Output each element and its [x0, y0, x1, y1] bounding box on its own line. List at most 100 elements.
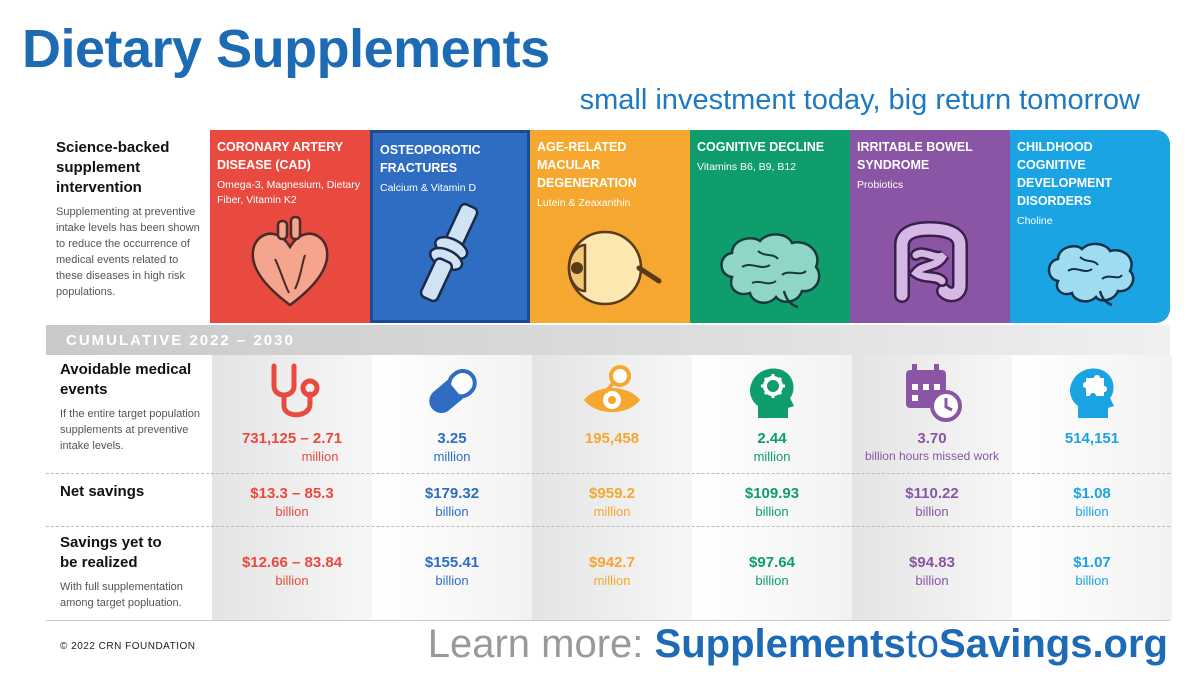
yet-savings-child: $1.07 billion — [1012, 554, 1172, 589]
disease-name: CORONARY ARTERY DISEASE (CAD) — [217, 140, 343, 172]
value: $1.08 — [1073, 485, 1111, 502]
cumulative-band: CUMULATIVE 2022 – 2030 — [46, 325, 1170, 355]
avoidable-value-cad: 731,125 – 2.71 million — [212, 430, 372, 465]
disease-tile-child: CHILDHOOD COGNITIVE DEVELOPMENT DISORDER… — [1010, 130, 1170, 323]
disease-name: COGNITIVE DECLINE — [697, 140, 825, 154]
learn-more-link[interactable]: Learn more: SupplementstoSavings.org — [428, 620, 1168, 668]
page-title: Dietary Supplements — [22, 19, 550, 79]
value: $179.32 — [424, 485, 480, 502]
head-gear-icon — [692, 360, 852, 424]
unit: billion — [755, 504, 789, 519]
net-savings-osteo: $179.32 billion — [372, 485, 532, 520]
metric-yet-label: Savings yet to be realized With full sup… — [46, 533, 212, 611]
unit: million — [593, 573, 631, 588]
disease-name: AGE-RELATED MACULAR DEGENERATION — [537, 140, 637, 190]
value: $94.83 — [909, 554, 955, 571]
value: 195,458 — [584, 430, 640, 447]
disease-name: OSTEOPOROTIC FRACTURES — [380, 143, 481, 175]
disease-tile-osteo: OSTEOPOROTIC FRACTURES Calcium & Vitamin… — [370, 130, 530, 323]
value: $155.41 — [424, 554, 480, 571]
disease-supplements: Probiotics — [857, 179, 904, 191]
copyright: © 2022 CRN FOUNDATION — [60, 641, 196, 652]
value: $97.64 — [749, 554, 795, 571]
metric-heading: Avoidable medical events — [60, 361, 192, 398]
disease-tile-cognitive: COGNITIVE DECLINE Vitamins B6, B9, B12 — [690, 130, 850, 323]
yet-savings-cad: $12.66 – 83.84 billion — [212, 554, 372, 589]
net-savings-macular: $959.2 million — [532, 485, 692, 520]
avoidable-value-ibs: 3.70 billion hours missed work — [852, 430, 1012, 465]
unit: billion — [435, 504, 469, 519]
value: 3.25 — [437, 430, 467, 447]
link-part-to: to — [905, 622, 940, 666]
footer-divider — [46, 620, 1170, 621]
value: 2.44 — [757, 430, 787, 447]
net-savings-cognitive: $109.93 billion — [692, 485, 852, 520]
unit: billion — [1075, 573, 1109, 588]
avoidable-value-cognitive: 2.44 million — [692, 430, 852, 465]
link-part-supplements: Supplements — [654, 622, 906, 666]
avoidable-value-osteo: 3.25 million — [372, 430, 532, 465]
value: 731,125 – 2.71 — [241, 430, 343, 447]
disease-name: CHILDHOOD COGNITIVE DEVELOPMENT DISORDER… — [1017, 140, 1113, 208]
unit: million — [753, 449, 791, 464]
brain-icon — [690, 227, 850, 311]
heart-icon — [210, 215, 370, 311]
unit: billion — [435, 573, 469, 588]
learn-more-prefix: Learn more: — [427, 622, 655, 666]
row-separator — [46, 473, 1170, 474]
metric-description: If the entire target population suppleme… — [60, 408, 201, 452]
pill-capsule-icon — [372, 360, 532, 424]
yet-savings-cognitive: $97.64 billion — [692, 554, 852, 589]
unit: billion hours missed work — [864, 449, 1000, 463]
yet-savings-osteo: $155.41 billion — [372, 554, 532, 589]
disease-tile-ibs: IRRITABLE BOWEL SYNDROME Probiotics — [850, 130, 1010, 323]
disease-supplements: Choline — [1017, 215, 1053, 227]
unit: billion — [915, 504, 949, 519]
value: $109.93 — [744, 485, 800, 502]
disease-tile-macular: AGE-RELATED MACULAR DEGENERATION Lutein … — [530, 130, 690, 323]
page-subtitle: small investment today, big return tomor… — [579, 84, 1140, 116]
value: $110.22 — [905, 485, 959, 502]
unit: million — [593, 504, 631, 519]
intro-description: Supplementing at preventive intake level… — [56, 206, 200, 298]
value: $1.07 — [1073, 554, 1111, 571]
disease-name: IRRITABLE BOWEL SYNDROME — [857, 140, 973, 172]
net-savings-cad: $13.3 – 85.3 billion — [212, 485, 372, 520]
metric-heading: Savings yet to be realized — [60, 534, 162, 571]
value: $959.2 — [589, 485, 635, 502]
unit: billion — [915, 573, 949, 588]
metric-description: With full supplementation among target p… — [60, 581, 183, 609]
unit: billion — [275, 573, 309, 588]
avoidable-value-macular: 195,458 — [532, 430, 692, 448]
link-part-savings: Savings.org — [939, 622, 1168, 666]
eye-exam-icon — [532, 360, 692, 424]
bone-joint-icon — [373, 198, 527, 308]
disease-supplements: Calcium & Vitamin D — [380, 182, 477, 194]
row-separator — [46, 526, 1170, 527]
value: 3.70 — [917, 430, 947, 447]
disease-tile-cad: CORONARY ARTERY DISEASE (CAD) Omega-3, M… — [210, 130, 370, 323]
yet-savings-ibs: $94.83 billion — [852, 554, 1012, 589]
value: $13.3 – 85.3 — [250, 485, 334, 502]
unit: billion — [755, 573, 789, 588]
disease-supplements: Lutein & Zeaxanthin — [537, 197, 631, 209]
unit: billion — [1075, 504, 1109, 519]
intestine-icon — [850, 215, 1010, 311]
metric-heading: Net savings — [60, 483, 145, 500]
eyeball-icon — [530, 225, 690, 311]
column-shade — [212, 355, 372, 620]
value: $12.66 – 83.84 — [241, 554, 343, 571]
stethoscope-icon — [212, 360, 372, 424]
net-savings-child: $1.08 billion — [1012, 485, 1172, 520]
unit: million — [301, 449, 339, 464]
child-brain-icon — [1010, 237, 1170, 311]
net-savings-ibs: $110.22 billion — [852, 485, 1012, 520]
cumulative-label: CUMULATIVE 2022 – 2030 — [66, 332, 295, 349]
head-puzzle-icon — [1012, 360, 1172, 424]
metric-avoidable-label: Avoidable medical events If the entire t… — [46, 360, 212, 454]
avoidable-value-child: 514,151 — [1012, 430, 1172, 448]
intro-panel: Science-backed supplement intervention S… — [46, 130, 210, 322]
disease-supplements: Vitamins B6, B9, B12 — [697, 161, 797, 173]
intro-heading: Science-backed supplement intervention — [56, 139, 170, 196]
value: $942.7 — [589, 554, 635, 571]
